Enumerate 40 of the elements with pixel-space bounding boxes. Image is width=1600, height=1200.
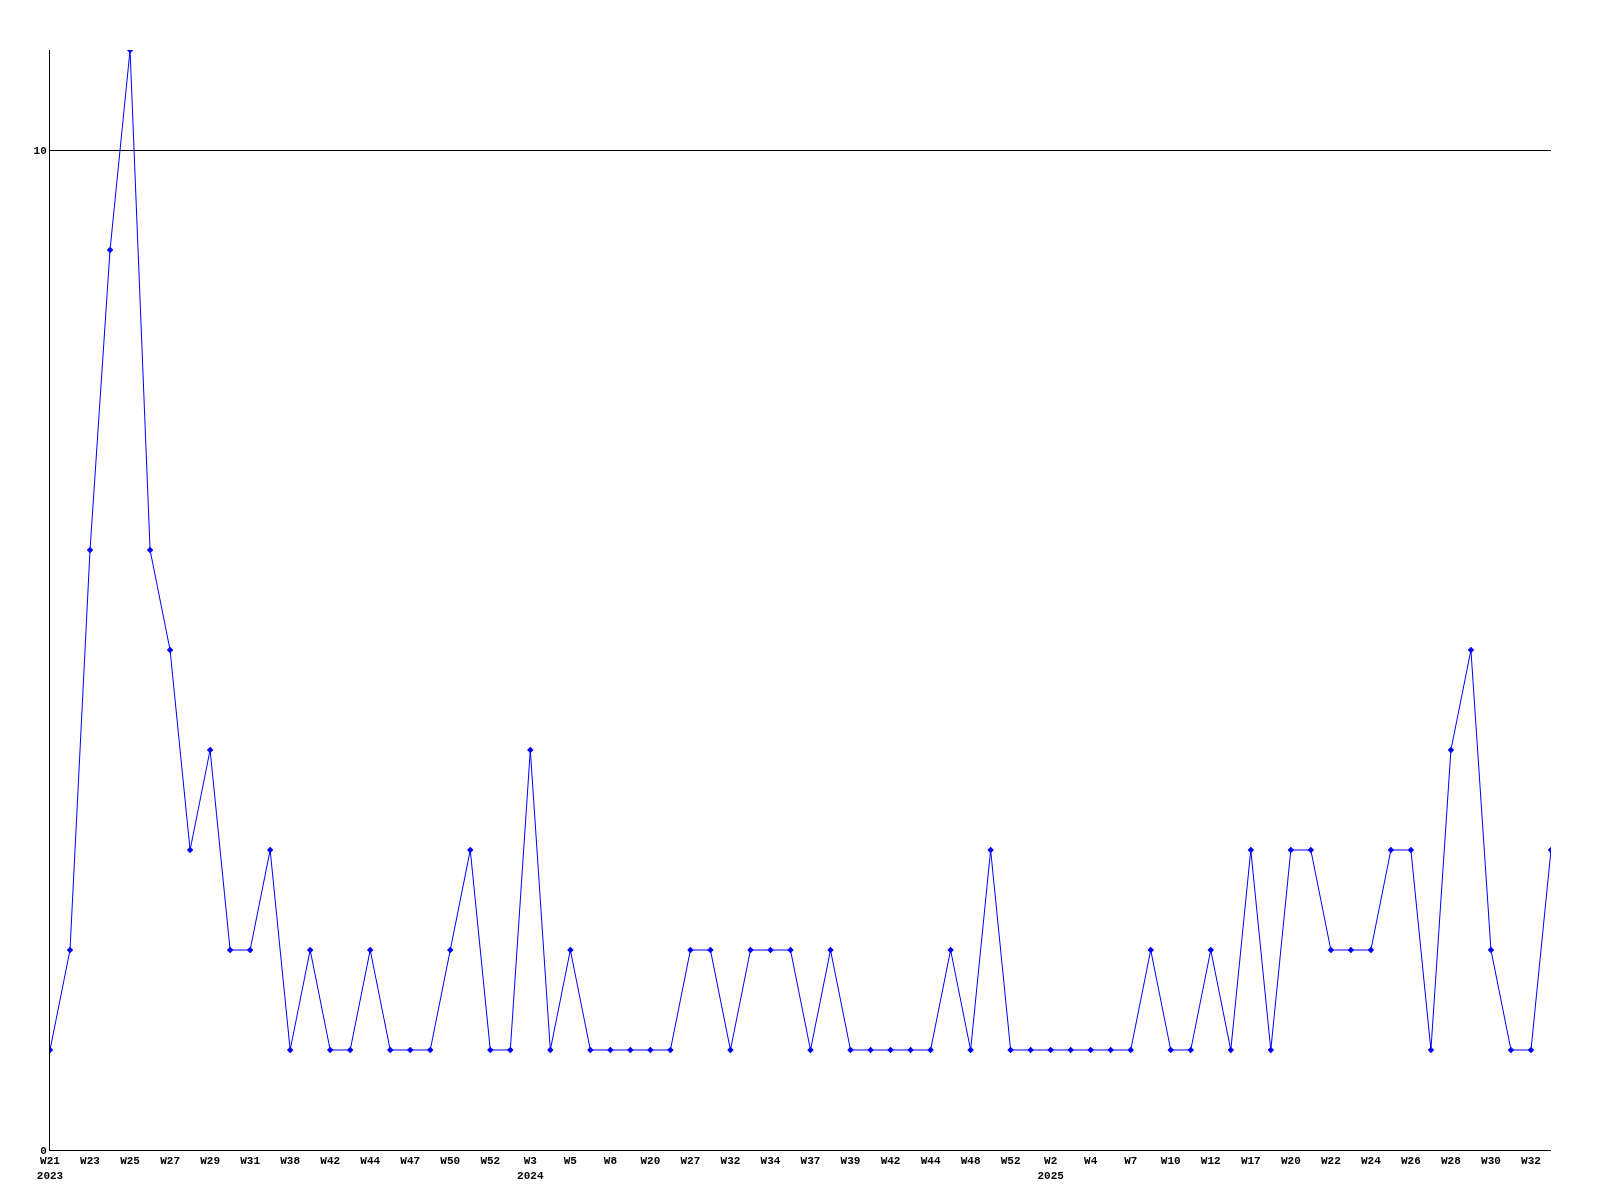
x-tick-label: W47	[400, 1155, 421, 1168]
x-tick-label: W8	[603, 1155, 618, 1168]
x-tick-label: W42	[320, 1155, 341, 1168]
x-tick-label: W20	[640, 1155, 661, 1168]
x-tick-label: W32	[1521, 1155, 1541, 1168]
x-tick-label: W23	[80, 1155, 101, 1168]
x-tick-label: W30	[1481, 1155, 1501, 1168]
x-tick-label: W34	[760, 1155, 781, 1168]
x-tick-label: W32	[720, 1155, 741, 1168]
x-tick-label: W12	[1200, 1155, 1221, 1168]
x-tick-label: W52	[1000, 1155, 1021, 1168]
x-tick-label: W50	[440, 1155, 461, 1168]
x-tick-label: W27	[160, 1155, 180, 1168]
x-tick-label: W42	[880, 1155, 901, 1168]
y-tick-label: 10	[33, 144, 47, 157]
x-tick-label: W27	[680, 1155, 701, 1168]
x-tick-label: W26	[1401, 1155, 1421, 1168]
x-tick-label: W2 2025	[1037, 1155, 1065, 1182]
x-tick-label: W20	[1280, 1155, 1301, 1168]
x-tick-label: W25	[120, 1155, 141, 1168]
x-tick-label: W4	[1084, 1155, 1098, 1168]
x-tick-label: W21 2023	[36, 1155, 64, 1182]
x-tick-label: W52	[480, 1155, 501, 1168]
x-tick-label: W3 2024	[517, 1155, 544, 1182]
x-tick-label: W44	[360, 1155, 381, 1168]
x-tick-label: W7	[1124, 1155, 1138, 1168]
x-tick-label: W24	[1360, 1155, 1382, 1168]
x-tick-label: W38	[280, 1155, 301, 1168]
x-tick-label: W39	[840, 1155, 861, 1168]
x-tick-label: W17	[1240, 1155, 1261, 1168]
y-tick-label: 0	[40, 1144, 47, 1157]
x-tick-label: W44	[920, 1155, 941, 1168]
x-tick-label: W48	[960, 1155, 981, 1168]
x-tick-label: W22	[1320, 1155, 1341, 1168]
x-tick-label: W31	[240, 1155, 261, 1168]
x-tick-label: W29	[200, 1155, 221, 1168]
x-tick-label: W37	[800, 1155, 821, 1168]
x-tick-label: W5	[563, 1155, 578, 1168]
x-tick-label: W10	[1160, 1155, 1181, 1168]
x-tick-label: W28	[1441, 1155, 1462, 1168]
